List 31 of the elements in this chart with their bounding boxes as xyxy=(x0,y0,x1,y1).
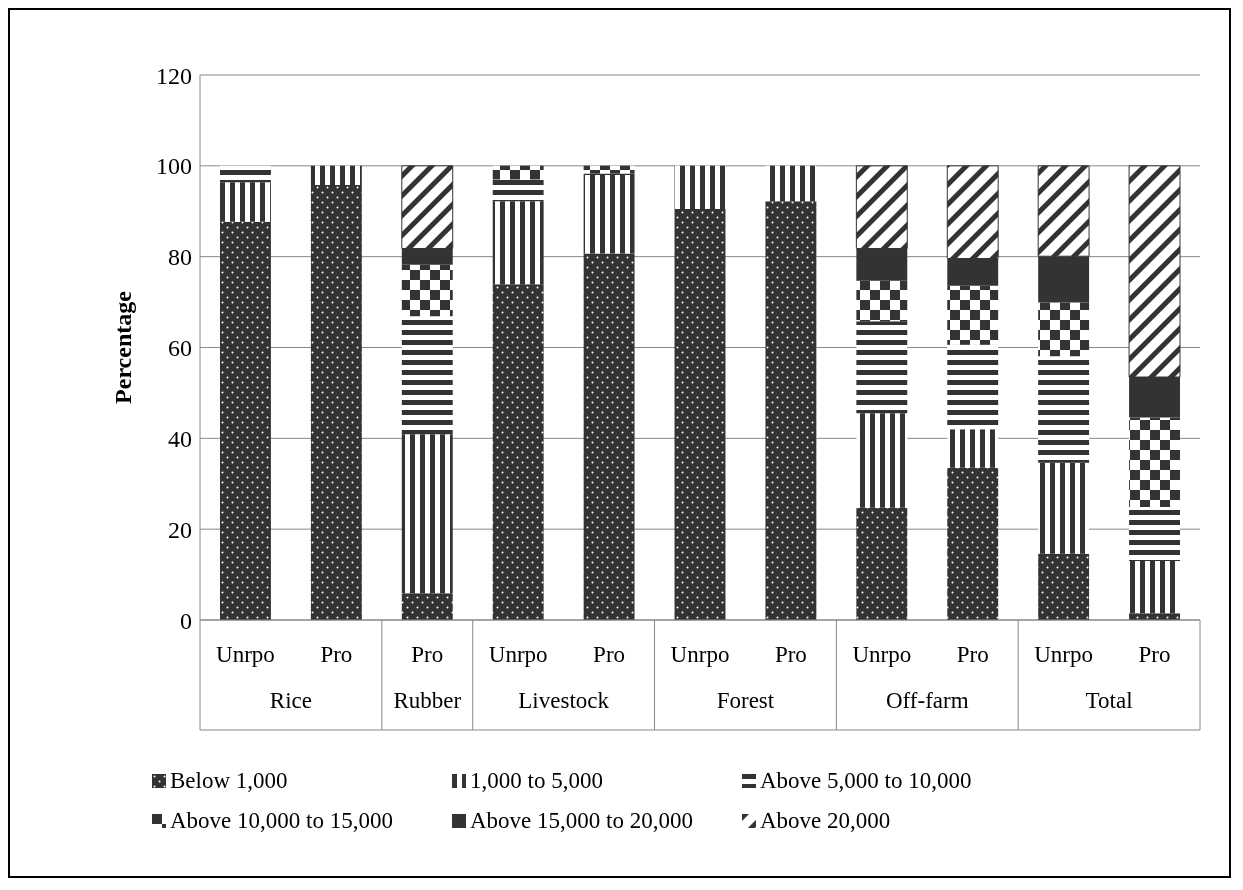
legend-label: Above 20,000 xyxy=(759,808,892,834)
text: Rice xyxy=(269,688,312,713)
x-tick-label: Pro xyxy=(593,642,626,667)
text: Livestock xyxy=(518,688,610,713)
x-tick-label: Pro xyxy=(774,642,807,667)
legend-label: 1,000 to 5,000 xyxy=(469,768,604,794)
x-tick-label: Unrpo xyxy=(670,642,730,667)
text: Rubber xyxy=(393,688,462,713)
y-tick-label: 120 xyxy=(156,62,192,89)
legend-label: Above 5,000 to 10,000 xyxy=(759,768,973,794)
x-tick-label: Pro xyxy=(320,642,353,667)
x-tick-label: Pro xyxy=(1138,642,1171,667)
text: Off-farm xyxy=(885,688,969,713)
legend-label: Above 15,000 to 20,000 xyxy=(469,808,694,834)
x-tick-label: Pro xyxy=(956,642,989,667)
text: Forest xyxy=(716,688,775,713)
x-tick-label: Unrpo xyxy=(216,642,275,667)
y-tick-label: 20 xyxy=(168,516,192,543)
x-tick-label: Unrpo xyxy=(1034,642,1094,667)
legend-label: Above 10,000 to 15,000 xyxy=(169,808,394,834)
y-tick-label: 0 xyxy=(180,607,192,634)
y-tick-label: 80 xyxy=(168,244,192,271)
legend-label: Below 1,000 xyxy=(169,768,289,794)
y-axis-title: Percentage xyxy=(109,290,136,404)
y-tick-label: 100 xyxy=(156,153,192,180)
x-tick-label: Unrpo xyxy=(852,642,912,667)
text: Total xyxy=(1085,688,1133,713)
y-tick-label: 40 xyxy=(168,425,192,452)
x-tick-label: Pro xyxy=(411,642,444,667)
y-tick-label: 60 xyxy=(168,335,192,362)
x-tick-label: Unrpo xyxy=(488,642,548,667)
